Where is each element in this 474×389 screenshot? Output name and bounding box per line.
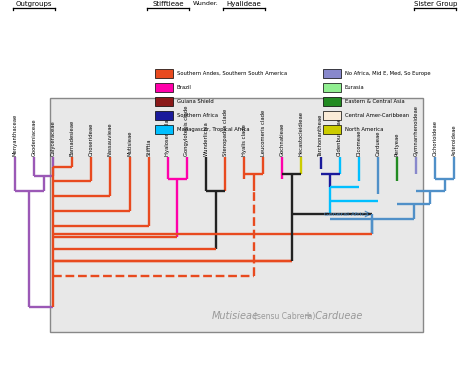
Text: General Africa: General Africa bbox=[324, 212, 369, 217]
Text: Menyanthaceae: Menyanthaceae bbox=[12, 114, 18, 156]
FancyBboxPatch shape bbox=[323, 111, 341, 120]
Text: Mutisieae: Mutisieae bbox=[211, 311, 258, 321]
Text: Calyceraceae: Calyceraceae bbox=[51, 120, 56, 156]
FancyBboxPatch shape bbox=[155, 111, 173, 120]
Text: Barnadesieae: Barnadesieae bbox=[70, 120, 75, 156]
Text: (sensu Cabrera): (sensu Cabrera) bbox=[255, 312, 316, 321]
Text: Cichorioideae: Cichorioideae bbox=[433, 120, 438, 156]
Text: Gongylotepis clade: Gongylotepis clade bbox=[184, 105, 190, 156]
Text: North America: North America bbox=[345, 126, 383, 131]
Text: Leucomeris clade: Leucomeris clade bbox=[261, 110, 266, 156]
Text: Guiana Shield: Guiana Shield bbox=[177, 98, 214, 103]
FancyBboxPatch shape bbox=[155, 97, 173, 106]
Text: Brazil: Brazil bbox=[177, 84, 192, 89]
Text: Southern Andes, Southern South America: Southern Andes, Southern South America bbox=[177, 70, 287, 75]
Text: Gochnatieae: Gochnatieae bbox=[280, 123, 285, 156]
Text: Outgroups: Outgroups bbox=[16, 0, 52, 7]
Text: Stifftieae: Stifftieae bbox=[152, 0, 183, 7]
Text: Pertyeae: Pertyeae bbox=[394, 133, 400, 156]
Text: Stifftia: Stifftia bbox=[146, 138, 151, 156]
Text: Asteroideae: Asteroideae bbox=[452, 124, 457, 156]
Text: Cardueae: Cardueae bbox=[375, 130, 381, 156]
Text: Hyalideae: Hyalideae bbox=[227, 0, 262, 7]
Text: Central Amer-Caribbean: Central Amer-Caribbean bbox=[345, 112, 409, 117]
Text: Nassauvieae: Nassauvieae bbox=[108, 123, 113, 156]
Text: Oldenburgieae: Oldenburgieae bbox=[337, 117, 342, 156]
Text: Gymnarrhenoideae: Gymnarrhenoideae bbox=[414, 105, 419, 156]
Bar bbox=[50, 98, 423, 332]
Text: No Africa, Mid E, Med, So Europe: No Africa, Mid E, Med, So Europe bbox=[345, 70, 430, 75]
Text: Hyalis clade: Hyalis clade bbox=[242, 124, 246, 156]
Text: Stenopadus clade: Stenopadus clade bbox=[223, 109, 228, 156]
Text: Wunderlichia: Wunderlichia bbox=[203, 121, 209, 156]
FancyBboxPatch shape bbox=[323, 83, 341, 92]
FancyBboxPatch shape bbox=[323, 125, 341, 134]
FancyBboxPatch shape bbox=[155, 69, 173, 78]
Text: Eastern & Central Asia: Eastern & Central Asia bbox=[345, 98, 405, 103]
Text: Dicomeae: Dicomeae bbox=[356, 130, 361, 156]
Text: Southern Africa: Southern Africa bbox=[177, 112, 218, 117]
Text: Hyaloseris clade: Hyaloseris clade bbox=[165, 113, 170, 156]
FancyBboxPatch shape bbox=[323, 69, 341, 78]
Text: Mutisieae: Mutisieae bbox=[127, 130, 132, 156]
FancyBboxPatch shape bbox=[155, 125, 173, 134]
Text: Sister Group: Sister Group bbox=[413, 0, 457, 7]
Text: Eurasia: Eurasia bbox=[345, 84, 365, 89]
Text: Madagascar, Tropical Africa: Madagascar, Tropical Africa bbox=[177, 126, 249, 131]
Text: + Cardueae: + Cardueae bbox=[304, 311, 362, 321]
Text: Hecastocleidieae: Hecastocleidieae bbox=[299, 111, 304, 156]
FancyBboxPatch shape bbox=[323, 97, 341, 106]
Text: Wunder.: Wunder. bbox=[193, 1, 219, 6]
Text: Tarchonantheae: Tarchonantheae bbox=[318, 114, 323, 156]
Text: Onoserideae: Onoserideae bbox=[89, 123, 94, 156]
FancyBboxPatch shape bbox=[155, 83, 173, 92]
Text: Goodeniaceae: Goodeniaceae bbox=[32, 118, 36, 156]
